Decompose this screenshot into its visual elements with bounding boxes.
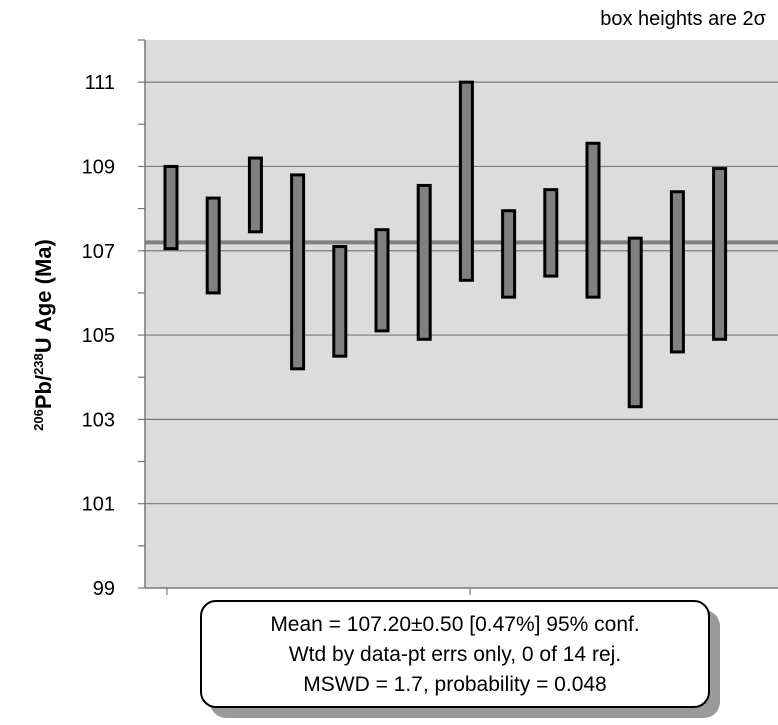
y-axis-label: 206Pb/238U Age (Ma) [31, 239, 57, 431]
y-label-sup-1: 206 [30, 409, 46, 431]
error-box [585, 141, 601, 299]
y-tick-label: 105 [82, 325, 115, 347]
error-box [205, 196, 221, 295]
y-label-sup-2: 238 [30, 353, 46, 375]
error-box [712, 167, 728, 341]
y-tick-label: 101 [82, 494, 115, 516]
y-tick-label: 99 [93, 578, 115, 600]
box-height-note: box heights are 2σ [600, 8, 766, 30]
y-label-tail: U Age (Ma) [31, 239, 57, 354]
error-box [669, 190, 685, 354]
y-tick-label: 109 [82, 156, 115, 178]
error-box [416, 183, 432, 341]
y-label-mid: Pb/ [31, 374, 57, 410]
error-box [247, 156, 263, 234]
error-box [627, 236, 643, 409]
error-box [163, 164, 179, 251]
stats-box: Mean = 107.20±0.50 [0.47%] 95% conf. Wtd… [200, 600, 710, 708]
stats-line-3: MSWD = 1.7, probability = 0.048 [303, 673, 607, 696]
error-box [458, 80, 474, 282]
error-box [501, 209, 517, 299]
error-box [543, 188, 559, 278]
error-box [332, 245, 348, 358]
stats-line-2: Wtd by data-pt errs only, 0 of 14 rej. [288, 643, 622, 666]
y-tick-label: 103 [82, 409, 115, 431]
stats-line-1: Mean = 107.20±0.50 [0.47%] 95% conf. [270, 613, 640, 636]
y-tick-label: 111 [85, 72, 115, 94]
error-box [290, 173, 306, 371]
y-tick-label: 107 [82, 241, 115, 263]
error-box [374, 228, 390, 333]
